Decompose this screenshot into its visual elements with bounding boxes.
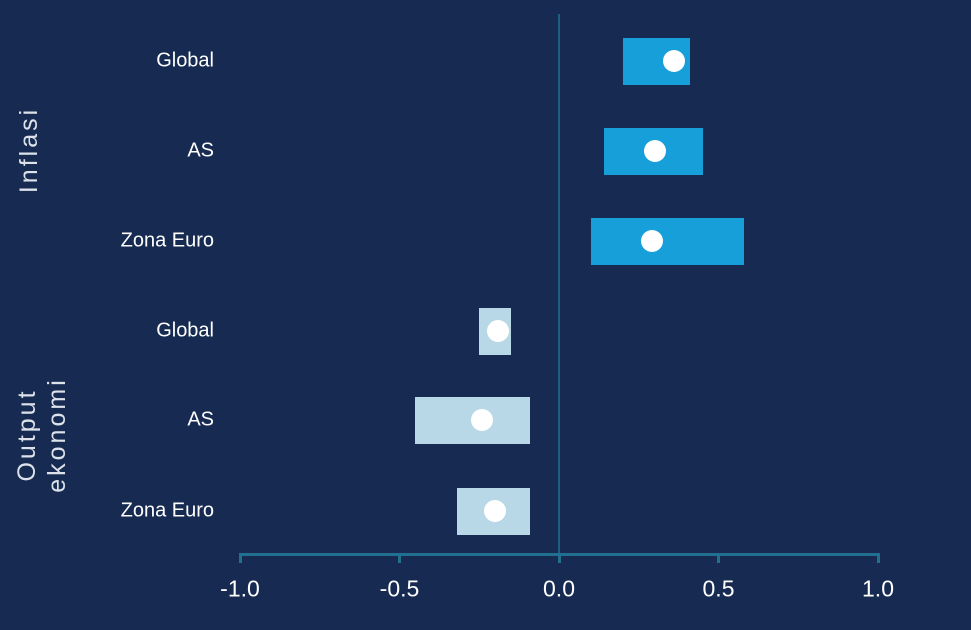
x-tick-label: 0.5	[702, 575, 735, 602]
x-axis-tick	[557, 553, 561, 563]
row-label: Global	[156, 319, 214, 342]
point-estimate-dot	[643, 140, 666, 162]
x-tick-label: 0.0	[543, 575, 575, 602]
point-estimate-dot	[662, 50, 685, 72]
x-axis-tick	[238, 553, 242, 563]
point-estimate-dot	[484, 500, 507, 522]
zero-reference-line	[558, 14, 560, 553]
row-label: Zona Euro	[120, 499, 214, 522]
row-label: AS	[187, 139, 214, 162]
x-tick-label: -1.0	[220, 575, 260, 602]
range-bar	[590, 217, 744, 265]
point-estimate-dot	[471, 409, 494, 431]
x-axis-tick	[717, 553, 720, 563]
x-axis-tick	[876, 553, 880, 563]
point-estimate-dot	[640, 230, 663, 252]
row-label: Global	[156, 49, 214, 72]
group-axis-label: Inflasi	[15, 106, 43, 194]
x-tick-label: 1.0	[862, 575, 894, 602]
row-label: Zona Euro	[120, 229, 214, 252]
point-estimate-dot	[487, 320, 510, 342]
group-axis-label: Output ekonomi	[13, 377, 71, 493]
x-tick-label: -0.5	[379, 575, 420, 602]
x-axis-tick	[398, 553, 401, 563]
row-label: AS	[187, 408, 214, 431]
